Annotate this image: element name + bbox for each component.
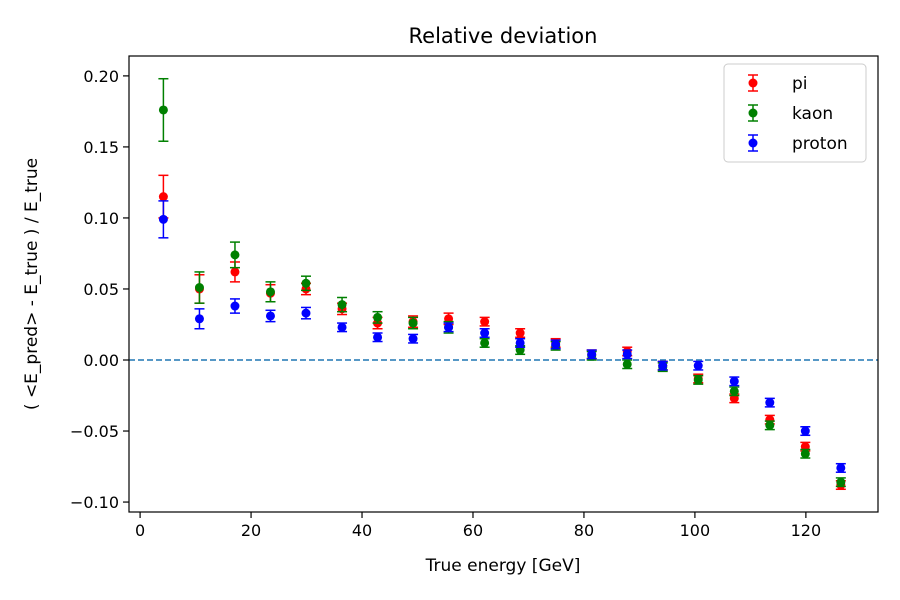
series-layer: [158, 77, 846, 491]
plot-area: [128, 55, 879, 513]
y-axis: −0.10 −0.05 0.00 0.05 0.10 0.15 0.20: [70, 67, 129, 512]
legend-marker: [748, 108, 758, 118]
data-point: [800, 449, 810, 459]
data-point: [765, 398, 775, 408]
data-point: [158, 105, 168, 115]
data-point: [480, 338, 490, 348]
y-tick-label: 0.00: [83, 351, 119, 370]
data-point: [622, 349, 632, 359]
data-point: [480, 328, 490, 338]
x-tick-label: 80: [574, 521, 594, 540]
data-point: [693, 361, 703, 371]
legend-marker: [748, 138, 758, 148]
data-point: [230, 250, 240, 260]
legend-box: [723, 63, 867, 163]
y-tick-label: −0.10: [70, 493, 119, 512]
y-tick-label: 0.10: [83, 209, 119, 228]
x-tick-label: 20: [241, 521, 261, 540]
data-point: [836, 477, 846, 487]
data-point: [408, 334, 418, 344]
y-axis-label: ( <E_pred> - E_true ) / E_true: [22, 158, 42, 410]
data-point: [515, 338, 525, 348]
data-point: [158, 192, 168, 202]
data-point: [265, 311, 275, 321]
data-point: [301, 278, 311, 288]
data-point: [230, 267, 240, 277]
x-tick-label: 100: [680, 521, 711, 540]
data-point: [158, 214, 168, 224]
data-point: [658, 361, 668, 371]
x-axis: 0 20 40 60 80 100 120: [135, 512, 821, 540]
data-point: [729, 386, 739, 396]
data-point: [587, 349, 597, 359]
plot-frame: [128, 55, 879, 513]
y-tick-label: −0.05: [70, 422, 119, 441]
x-tick-label: 0: [135, 521, 145, 540]
x-tick-label: 40: [352, 521, 372, 540]
legend-label-proton: proton: [792, 134, 848, 154]
data-point: [800, 426, 810, 436]
data-point: [729, 376, 739, 386]
data-point: [301, 308, 311, 318]
data-point: [444, 322, 454, 332]
data-point: [337, 300, 347, 310]
y-tick-label: 0.20: [83, 67, 119, 86]
y-tick-label: 0.15: [83, 138, 119, 157]
data-point: [622, 359, 632, 369]
legend: pi kaon proton: [723, 63, 867, 163]
x-tick-label: 120: [791, 521, 822, 540]
legend-label-kaon: kaon: [792, 104, 833, 124]
legend-label-pi: pi: [792, 74, 808, 94]
x-tick-label: 60: [463, 521, 483, 540]
data-point: [408, 318, 418, 328]
x-axis-label: True energy [GeV]: [425, 556, 581, 576]
data-point: [265, 287, 275, 297]
data-point: [480, 317, 490, 327]
series-pi: [158, 174, 846, 491]
data-point: [373, 312, 383, 322]
data-point: [194, 283, 204, 293]
data-point: [836, 463, 846, 473]
y-tick-label: 0.05: [83, 280, 119, 299]
series-proton: [158, 200, 846, 473]
legend-marker: [748, 78, 758, 88]
data-point: [551, 339, 561, 349]
data-point: [515, 328, 525, 338]
data-point: [693, 375, 703, 385]
data-point: [373, 332, 383, 342]
data-point: [194, 314, 204, 324]
data-point: [765, 420, 775, 430]
data-point: [337, 322, 347, 332]
chart-title: Relative deviation: [409, 24, 598, 48]
data-point: [230, 301, 240, 311]
